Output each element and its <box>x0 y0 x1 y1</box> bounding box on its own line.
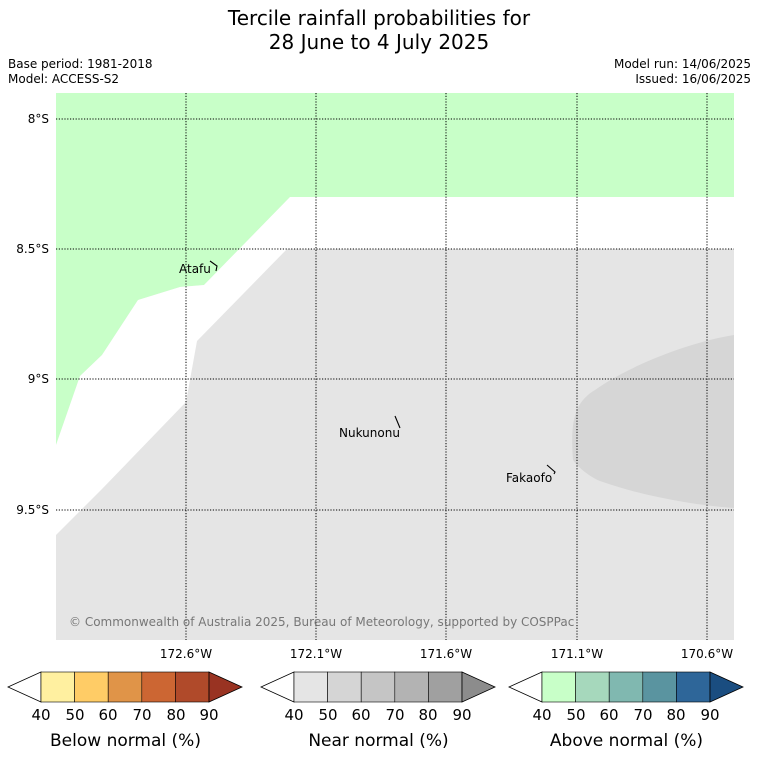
colorbar-below-min-arrow <box>7 671 42 703</box>
tick-label: 40 <box>31 706 51 724</box>
colorbar-below-segment <box>175 671 210 703</box>
tick-label: 60 <box>98 706 118 724</box>
colorbars <box>7 671 744 703</box>
copyright-notice: © Commonwealth of Australia 2025, Bureau… <box>69 615 574 629</box>
colorbar-near-segment <box>327 671 362 703</box>
legend-label-below: Below normal (%) <box>50 731 201 751</box>
colorbar-below-segment <box>74 671 109 703</box>
fakaofo-atoll-shape <box>546 464 556 475</box>
no-signal-region <box>56 197 734 535</box>
tick-label: 50 <box>65 706 85 724</box>
colorbar-above-segment <box>608 671 644 703</box>
tick-label: 70 <box>633 706 653 724</box>
title-line-2: 28 June to 4 July 2025 <box>268 30 490 54</box>
colorbar-above-segment <box>676 671 711 703</box>
colorbar-below-segment <box>141 671 176 703</box>
tick-label: 60 <box>351 706 371 724</box>
colorbar-near-segment <box>394 671 429 703</box>
colorbar-below-segment <box>107 671 143 703</box>
tick-label: 60 <box>599 706 619 724</box>
tick-label: 70 <box>132 706 152 724</box>
lon-label: 172.1°W <box>290 647 342 661</box>
issued-date: Issued: 16/06/2025 <box>635 72 751 86</box>
atolls <box>209 260 556 475</box>
lat-labels: 8°S 8.5°S 9°S 9.5°S <box>16 112 49 517</box>
atafu-atoll-shape <box>209 260 218 272</box>
tick-label: 80 <box>166 706 186 724</box>
title-line-1: Tercile rainfall probabilities for <box>227 6 531 30</box>
place-labels: Atafu Nukunonu Fakaofo <box>179 262 552 485</box>
colorbar-near-segment <box>293 671 328 703</box>
colorbar-above-min-arrow <box>508 671 543 703</box>
lat-label: 9.5°S <box>16 503 49 517</box>
run-info: Model run: 14/06/2025 Issued: 16/06/2025 <box>614 57 751 87</box>
colorbar-below-segment <box>40 671 75 703</box>
model-name: Model: ACCESS-S2 <box>8 72 120 86</box>
place-label-atafu: Atafu <box>179 262 211 276</box>
colorbar-above-max-arrow <box>709 671 744 703</box>
tick-label: 50 <box>318 706 338 724</box>
lat-label: 9°S <box>28 372 49 386</box>
legend-label-above: Above normal (%) <box>549 731 704 751</box>
tick-label: 50 <box>566 706 586 724</box>
lat-label: 8.5°S <box>16 242 49 256</box>
above-normal-region <box>56 93 734 445</box>
tick-label: 40 <box>284 706 304 724</box>
place-label-nukunonu: Nukunonu <box>339 426 400 440</box>
nukunonu-atoll-shape <box>394 415 401 429</box>
colorbar-near-min-arrow <box>260 671 295 703</box>
lon-label: 171.1°W <box>551 647 603 661</box>
tick-label: 90 <box>700 706 720 724</box>
lon-label: 170.6°W <box>681 647 733 661</box>
colorbar-near-segment <box>360 671 396 703</box>
base-period: Base period: 1981-2018 <box>8 57 153 71</box>
map-title: Tercile rainfall probabilities for 28 Ju… <box>0 6 758 54</box>
tick-label: 90 <box>452 706 472 724</box>
model-run: Model run: 14/06/2025 <box>613 57 751 71</box>
colorbar-above-segment <box>642 671 677 703</box>
tick-label: 40 <box>532 706 552 724</box>
tick-label: 80 <box>418 706 438 724</box>
colorbar-below-max-arrow <box>208 671 243 703</box>
legend-label-near: Near normal (%) <box>308 731 449 751</box>
tick-label: 90 <box>199 706 219 724</box>
place-label-fakaofo: Fakaofo <box>506 471 552 485</box>
colorbar-near-max-arrow <box>461 671 496 703</box>
model-info: Base period: 1981-2018 Model: ACCESS-S2 <box>8 57 153 87</box>
near-normal-50-region <box>572 335 734 508</box>
tick-label: 80 <box>666 706 686 724</box>
lat-label: 8°S <box>28 112 49 126</box>
colorbar-above-segment <box>575 671 610 703</box>
lon-labels: 172.6°W 172.1°W 171.6°W 171.1°W 170.6°W <box>160 647 733 661</box>
lon-label: 172.6°W <box>160 647 212 661</box>
colorbar-near-segment <box>428 671 463 703</box>
tick-label: 70 <box>385 706 405 724</box>
graticule <box>56 93 734 640</box>
colorbar-above-segment <box>541 671 576 703</box>
lon-label: 171.6°W <box>420 647 472 661</box>
